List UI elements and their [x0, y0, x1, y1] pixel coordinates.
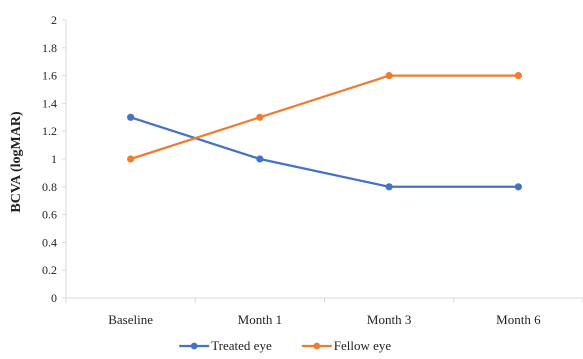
y-tick-label: 1.6 — [42, 69, 57, 83]
legend-label: Treated eye — [211, 338, 272, 353]
x-tick-label: Month 6 — [496, 312, 541, 327]
y-tick-label: 0.8 — [42, 180, 57, 194]
y-tick-label: 0.4 — [42, 235, 57, 249]
legend-swatch-marker — [190, 342, 198, 350]
legend-swatch-marker — [313, 342, 321, 350]
data-point-treated-eye — [385, 183, 393, 191]
data-point-fellow-eye — [127, 155, 135, 163]
legend-item-treated-eye: Treated eye — [179, 338, 272, 353]
data-point-fellow-eye — [514, 72, 522, 80]
y-tick-label: 1 — [51, 152, 57, 166]
y-tick-label: 1.2 — [42, 124, 57, 138]
x-tick-label: Month 3 — [367, 312, 411, 327]
x-tick-label: Month 1 — [238, 312, 282, 327]
legend-item-fellow-eye: Fellow eye — [301, 338, 392, 353]
data-point-fellow-eye — [385, 72, 393, 80]
data-point-treated-eye — [127, 113, 135, 121]
y-tick-label: 1.8 — [42, 41, 57, 55]
y-tick-label: 0 — [51, 291, 57, 305]
legend: Treated eye Fellow eye — [179, 338, 391, 353]
data-point-fellow-eye — [256, 113, 264, 121]
y-tick-label: 0.2 — [42, 263, 57, 277]
series-line-fellow-eye — [129, 74, 520, 161]
series-line-treated-eye — [129, 116, 520, 188]
y-tick-label: 0.6 — [42, 208, 57, 222]
series-layer — [127, 72, 522, 191]
axes: 0 0.2 0.4 0.6 0.8 1 1.2 1.4 1.6 1.8 2 Baseline Month… — [42, 13, 583, 327]
data-point-treated-eye — [514, 183, 522, 191]
y-axis-label: BCVA (logMAR) — [9, 111, 24, 213]
legend-label: Fellow eye — [334, 338, 392, 353]
y-tick-label: 1.4 — [42, 96, 57, 110]
y-tick-label: 2 — [51, 13, 57, 27]
x-tick-label: Baseline — [108, 312, 153, 327]
data-point-treated-eye — [256, 155, 264, 163]
